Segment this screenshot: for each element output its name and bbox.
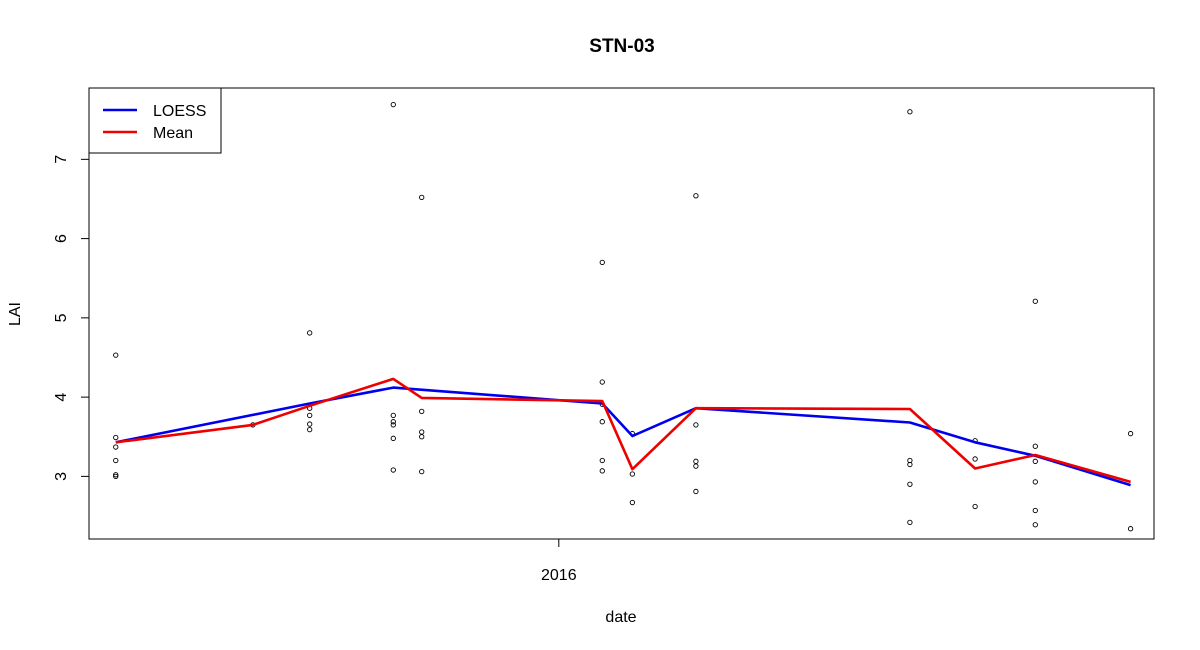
scatter-point bbox=[1032, 443, 1038, 449]
scatter-point bbox=[113, 444, 119, 450]
y-tick-label: 5 bbox=[53, 313, 70, 322]
scatter-point bbox=[390, 422, 396, 428]
series-line-loess bbox=[115, 386, 1131, 487]
scatter-point bbox=[693, 422, 699, 428]
scatter-point bbox=[390, 412, 396, 419]
y-tick-label: 3 bbox=[53, 472, 70, 481]
scatter-point bbox=[390, 419, 396, 425]
scatter-points bbox=[113, 101, 1134, 532]
y-tick-label: 7 bbox=[53, 155, 70, 164]
scatter-point bbox=[390, 101, 396, 108]
scatter-point bbox=[693, 488, 699, 495]
scatter-point bbox=[693, 463, 699, 469]
chart-title: STN-03 bbox=[589, 36, 654, 57]
scatter-point bbox=[419, 194, 425, 201]
scatter-point bbox=[599, 457, 605, 464]
scatter-point bbox=[599, 419, 605, 425]
scatter-point bbox=[419, 434, 425, 440]
scatter-point bbox=[1127, 526, 1134, 532]
scatter-point bbox=[419, 429, 425, 435]
x-axis-label: date bbox=[605, 609, 636, 626]
scatter-point bbox=[907, 519, 913, 526]
series-lines bbox=[115, 377, 1131, 487]
scatter-point bbox=[1032, 479, 1038, 485]
scatter-point bbox=[113, 352, 119, 358]
scatter-point bbox=[113, 472, 119, 478]
scatter-point bbox=[1032, 522, 1038, 528]
scatter-point bbox=[693, 193, 699, 199]
scatter-point bbox=[599, 468, 605, 474]
scatter-point bbox=[419, 468, 425, 475]
scatter-point bbox=[693, 458, 699, 464]
scatter-point bbox=[1032, 507, 1038, 514]
scatter-point bbox=[390, 435, 396, 441]
scatter-point bbox=[599, 259, 605, 266]
scatter-point bbox=[907, 481, 913, 487]
legend-label-mean: Mean bbox=[153, 125, 193, 142]
scatter-point bbox=[1032, 298, 1038, 304]
scatter-point bbox=[629, 471, 636, 477]
scatter-point bbox=[599, 379, 605, 385]
scatter-point bbox=[972, 503, 978, 510]
scatter-point bbox=[113, 473, 119, 480]
legend-label-loess: LOESS bbox=[153, 103, 206, 120]
y-tick-label: 4 bbox=[53, 393, 70, 402]
scatter-point bbox=[390, 467, 396, 473]
scatter-point bbox=[307, 412, 313, 419]
legend-box bbox=[88, 87, 222, 154]
plot-area-frame bbox=[88, 87, 1155, 540]
scatter-point bbox=[307, 330, 313, 336]
y-tick-label: 6 bbox=[53, 234, 70, 243]
scatter-point bbox=[113, 457, 119, 464]
y-axis: 3 4 5 6 7 bbox=[53, 155, 89, 481]
legend: LOESS Mean bbox=[88, 87, 222, 154]
scatter-point bbox=[307, 426, 313, 433]
series-line-mean bbox=[115, 377, 1131, 484]
x-tick-label: 2016 bbox=[541, 567, 577, 584]
scatter-point bbox=[972, 456, 978, 462]
x-axis: 2016 bbox=[541, 539, 577, 584]
scatter-point bbox=[113, 434, 119, 441]
scatter-point bbox=[907, 461, 913, 468]
scatter-point bbox=[1127, 430, 1134, 437]
scatter-point bbox=[629, 499, 636, 506]
scatter-point bbox=[1032, 458, 1038, 464]
scatter-point bbox=[907, 109, 913, 115]
y-axis-label: LAI bbox=[7, 302, 24, 326]
scatter-point bbox=[419, 408, 425, 415]
scatter-point bbox=[307, 421, 313, 427]
